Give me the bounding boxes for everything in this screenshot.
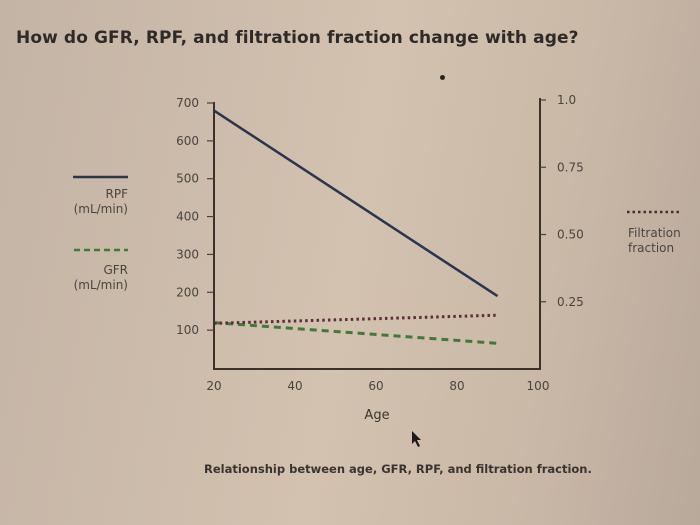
x-tick-label: 100 bbox=[527, 379, 550, 393]
x-ticks: 20 40 60 80 100 bbox=[206, 379, 549, 393]
x-tick-label: 60 bbox=[368, 379, 383, 393]
x-tick-label: 40 bbox=[287, 379, 302, 393]
right-y-tick-label: 0.75 bbox=[557, 160, 584, 174]
left-y-tick-label: 500 bbox=[176, 172, 199, 186]
right-y-tick-label: 0.50 bbox=[557, 228, 584, 242]
series-line-gfr bbox=[213, 321, 498, 345]
legend-label-ff-line1: Filtration bbox=[628, 226, 681, 240]
dust-speck bbox=[440, 75, 445, 80]
x-tick-label: 20 bbox=[206, 379, 221, 393]
legend-left: RPF (mL/min) GFR (mL/min) bbox=[73, 175, 129, 292]
left-y-tick-label: 400 bbox=[176, 210, 199, 224]
right-y-ticks: 1.0 0.75 0.50 0.25 bbox=[540, 93, 584, 309]
series-layer bbox=[213, 109, 499, 345]
series-line-filtration-fraction bbox=[213, 313, 498, 325]
right-y-tick-label: 1.0 bbox=[557, 93, 576, 107]
legend-label-rpf-line2: (mL/min) bbox=[74, 202, 128, 216]
left-y-tick-label: 300 bbox=[176, 247, 199, 261]
legend-label-ff-line2: fraction bbox=[628, 241, 674, 255]
left-y-tick-label: 700 bbox=[176, 96, 199, 110]
left-y-ticks: 700 600 500 400 300 200 100 bbox=[176, 96, 214, 337]
figure-caption: Relationship between age, GFR, RPF, and … bbox=[204, 462, 592, 476]
left-y-tick-label: 100 bbox=[176, 323, 199, 337]
left-y-tick-label: 600 bbox=[176, 134, 199, 148]
right-y-tick-label: 0.25 bbox=[557, 295, 584, 309]
left-y-tick-label: 200 bbox=[176, 285, 199, 299]
legend-label-rpf-line1: RPF bbox=[106, 187, 129, 201]
x-tick-label: 80 bbox=[449, 379, 464, 393]
x-axis-title: Age bbox=[364, 408, 389, 423]
legend-label-gfr-line1: GFR bbox=[103, 263, 128, 277]
series-line-rpf bbox=[213, 109, 499, 298]
mouse-cursor-icon bbox=[412, 431, 421, 447]
legend-right: Filtration fraction bbox=[627, 210, 682, 255]
page-title: How do GFR, RPF, and filtration fraction… bbox=[16, 28, 579, 48]
legend-label-gfr-line2: (mL/min) bbox=[74, 278, 128, 292]
